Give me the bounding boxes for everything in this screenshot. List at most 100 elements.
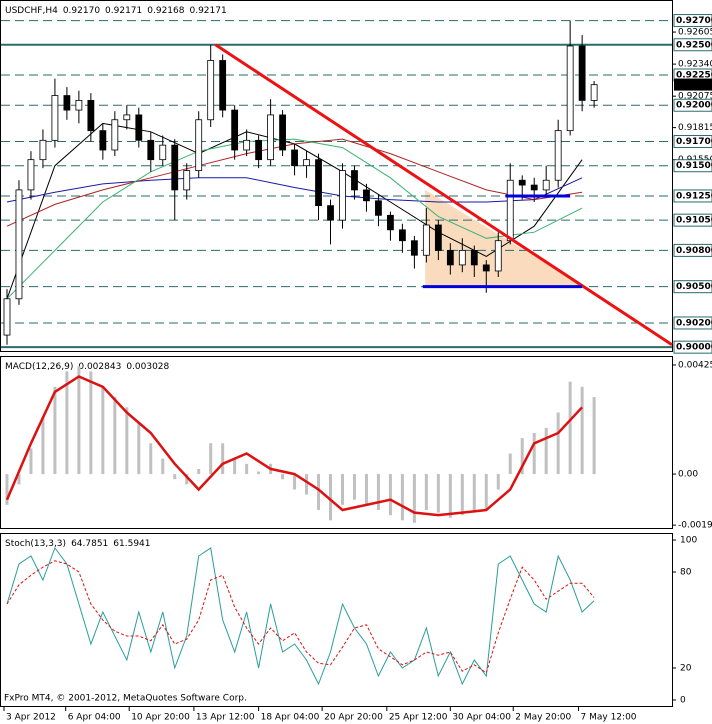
level-box — [673, 243, 712, 257]
macd-bar — [53, 386, 57, 475]
x-tick-label: 3 Apr 2012 — [6, 713, 56, 723]
level-box — [673, 159, 712, 173]
y-tick-label: 0 — [680, 695, 686, 705]
x-tick-label: 20 Apr 20:00 — [324, 713, 383, 723]
current-price-label: 0.92171 — [676, 80, 712, 90]
macd-bar — [293, 474, 297, 490]
y-tick-label: 0.92075 — [678, 92, 712, 102]
candle-body — [434, 224, 442, 251]
macd-bar — [556, 412, 560, 475]
macd-bar — [113, 397, 117, 475]
candle-body — [159, 144, 167, 161]
candle-body — [554, 130, 562, 181]
macd-bar — [460, 474, 464, 516]
macd-bar — [41, 417, 45, 475]
moving-average — [6, 177, 583, 203]
candle-body — [51, 95, 59, 141]
macd-bar — [221, 443, 225, 475]
panel-header: MACD(12,26,9) 0.002843 0.003028 — [5, 362, 170, 372]
macd-bar — [185, 474, 189, 485]
header-value: 61.5941 — [113, 539, 150, 549]
candle-body — [351, 170, 358, 191]
candle-body — [255, 139, 263, 161]
candle-body — [506, 179, 514, 242]
macd-bar — [496, 474, 500, 490]
macd-bar — [209, 443, 213, 475]
candle-body — [363, 189, 370, 202]
macd-bar — [317, 474, 321, 511]
macd-bar — [340, 474, 344, 505]
candle-body — [530, 184, 538, 191]
macd-bar — [17, 474, 21, 485]
candle-body — [291, 149, 298, 167]
current-price-box — [674, 78, 712, 91]
y-tick-label: 0.00425 — [678, 360, 712, 370]
panel-header: USDCHF,H4 0.92170 0.92171 0.92168 0.92171 — [5, 6, 227, 16]
macd-bar — [580, 386, 584, 475]
macd-bar — [197, 468, 201, 475]
candle-body — [219, 60, 227, 111]
macd-signal — [5, 375, 584, 517]
candle-body — [446, 249, 454, 266]
candle-body — [135, 114, 143, 141]
macd-bar — [89, 371, 93, 475]
candle-body — [375, 200, 382, 216]
candle-body — [15, 189, 23, 300]
macd-bar — [29, 448, 33, 475]
macd-bar — [125, 407, 129, 475]
candle-body — [590, 84, 598, 101]
candle-body — [494, 240, 502, 272]
candle-body — [99, 130, 107, 151]
candle-body — [111, 119, 119, 151]
moving-average — [6, 138, 583, 227]
header-value: 0.92171 — [189, 6, 226, 16]
header-value: 0.003028 — [126, 362, 169, 372]
candle-body — [482, 264, 490, 272]
y-tick-label: 0.00 — [678, 470, 698, 480]
macd-bar — [376, 474, 380, 511]
panel-header: Stoch(13,3,3) 64.7851 61.5941 — [5, 539, 151, 549]
panel-title: Stoch(13,3,3) — [5, 539, 66, 549]
footer: FxPro MT4, © 2001-2012, MetaQuotes Softw… — [4, 694, 247, 704]
candle-body — [267, 114, 274, 161]
macd-bar — [149, 443, 153, 475]
level-box — [673, 189, 712, 203]
candle-body — [27, 159, 35, 191]
macd-bar — [400, 474, 404, 521]
macd-bar — [592, 397, 596, 475]
macd-bar — [520, 438, 524, 475]
header-value: 64.7851 — [71, 539, 108, 549]
macd-bar — [137, 422, 141, 475]
level-box — [673, 316, 712, 330]
x-tick-label: 10 Apr 20:00 — [131, 713, 190, 723]
macd-bar — [448, 474, 452, 518]
macd-bar — [257, 471, 261, 475]
trend-line — [214, 43, 673, 346]
y-tick-label: -0.00199 — [678, 521, 712, 531]
macd-bar — [472, 474, 476, 513]
moving-average — [6, 138, 583, 300]
header-value: 0.92171 — [105, 6, 142, 16]
candle-body — [231, 109, 239, 151]
macd-bar — [568, 381, 572, 475]
macd-bar — [424, 474, 428, 511]
candle-body — [3, 298, 11, 336]
candle-body — [147, 139, 155, 161]
header-value: 0.92168 — [147, 6, 184, 16]
macd-bar — [77, 366, 81, 475]
candle-body — [327, 205, 334, 221]
macd-bar — [388, 474, 392, 516]
level-box — [673, 213, 712, 227]
candle-body — [399, 229, 406, 242]
y-tick-label: 20 — [680, 663, 692, 673]
level-box — [673, 38, 712, 52]
